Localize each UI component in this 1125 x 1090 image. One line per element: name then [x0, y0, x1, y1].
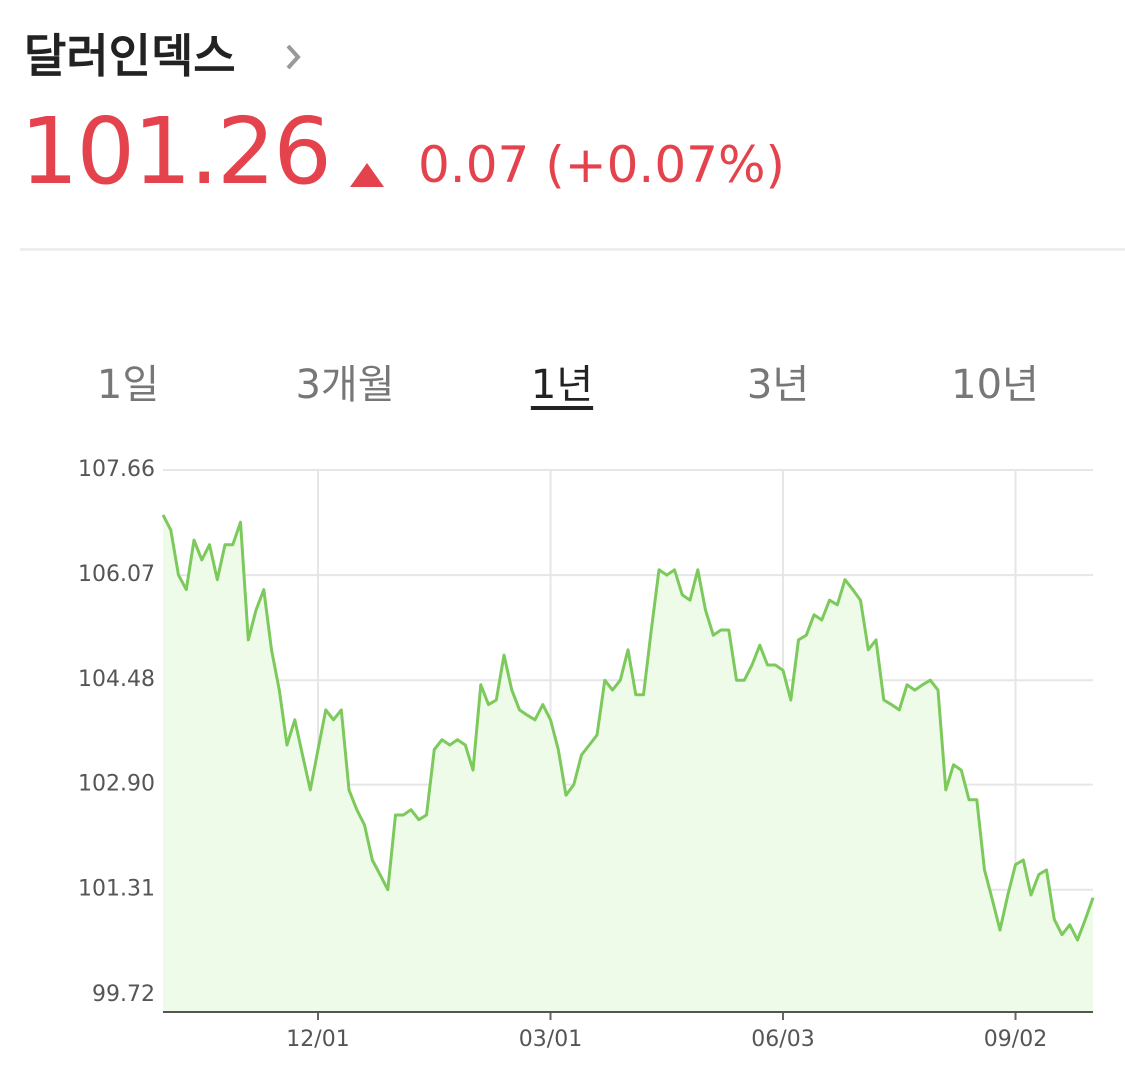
y-tick-label: 104.48 [78, 667, 155, 692]
y-tick-label: 106.07 [78, 562, 155, 587]
x-tick-label: 09/02 [984, 1027, 1047, 1052]
y-tick-label: 101.31 [78, 877, 155, 902]
y-tick-label: 102.90 [78, 772, 155, 797]
tab[interactable]: 1년 [530, 362, 594, 408]
price: 101.26 [20, 98, 332, 205]
tab[interactable]: 3개월 [295, 362, 395, 408]
tab[interactable]: 1일 [96, 362, 160, 408]
tab[interactable]: 3년 [746, 362, 810, 408]
price-change: 0.07 (+0.07%) [418, 136, 785, 194]
x-tick-label: 03/01 [519, 1027, 582, 1052]
y-tick-label: 107.66 [78, 457, 155, 482]
up-triangle [350, 163, 384, 187]
divider [20, 248, 1125, 251]
y-tick-label: 99.72 [92, 982, 155, 1007]
title[interactable]: 달러인덱스 [24, 29, 236, 83]
line [161, 514, 1095, 942]
x-tick-label: 06/03 [751, 1027, 814, 1052]
chevron[interactable] [284, 42, 304, 72]
area [163, 514, 1093, 1012]
x-tick-label: 12/01 [286, 1027, 349, 1052]
tab[interactable]: 10년 [951, 362, 1039, 408]
